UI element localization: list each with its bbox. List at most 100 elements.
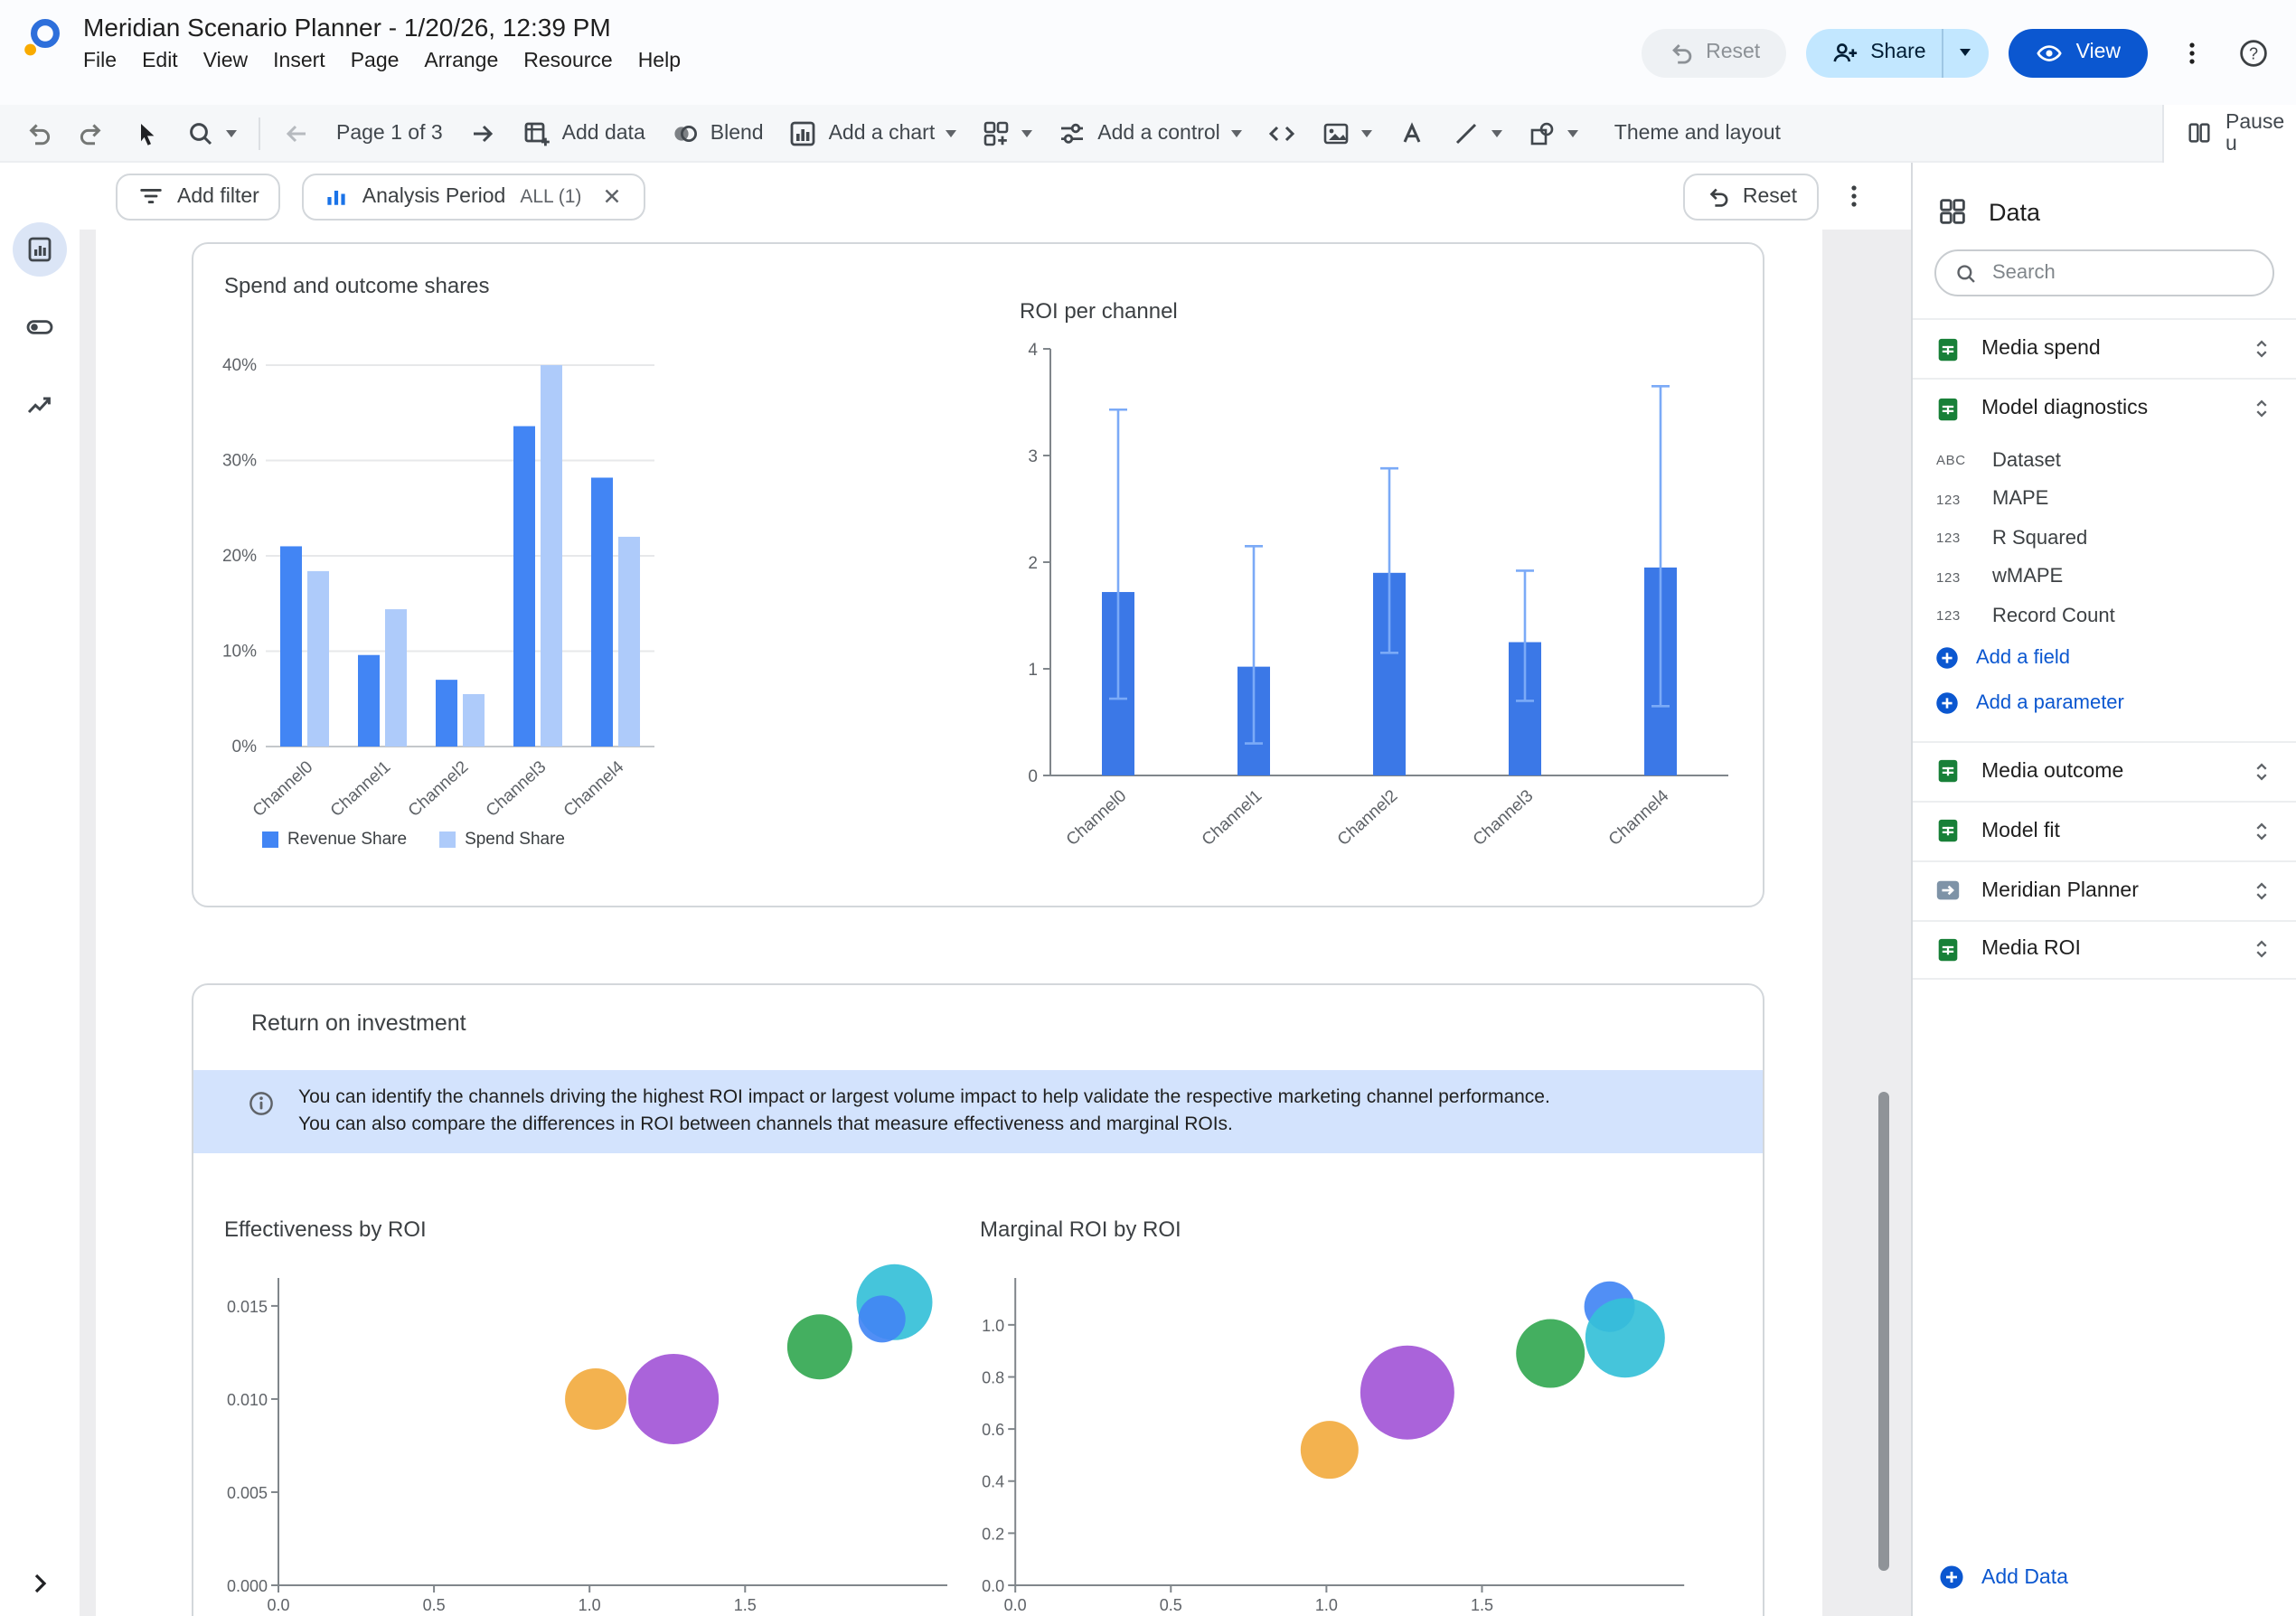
unfold-icon[interactable] [2249, 818, 2274, 843]
rail-report-button[interactable] [13, 222, 67, 277]
insert-shape-button[interactable] [1515, 109, 1591, 156]
spend-outcome-shares-chart[interactable]: Spend and outcome shares 0% 10% 20% 30% 40% C… [215, 273, 730, 850]
menu-arrange[interactable]: Arrange [424, 51, 499, 72]
field-record-count[interactable]: 123 Record Count [1913, 597, 2296, 635]
field-type-badge: 123 [1936, 491, 1961, 508]
datasource-media-outcome[interactable]: Media outcome [1913, 740, 2296, 800]
previous-page-button[interactable] [269, 109, 324, 156]
insert-image-button[interactable] [1309, 109, 1385, 156]
datasource-media-spend[interactable]: Media spend [1913, 318, 2296, 378]
help-button[interactable]: ? [2235, 34, 2271, 70]
insert-text-button[interactable] [1385, 109, 1439, 156]
line-icon [1455, 122, 1476, 144]
magnifier-icon [190, 122, 212, 145]
field-label: wMAPE [1992, 566, 2064, 588]
arrow-right-icon [473, 124, 493, 142]
unfold-icon[interactable] [2249, 878, 2274, 903]
info-banner[interactable]: You can identify the channels driving th… [193, 1070, 1763, 1154]
reset-button[interactable]: Reset [1641, 28, 1786, 77]
unfold-icon[interactable] [2249, 758, 2274, 784]
blend-button[interactable]: Blend [658, 109, 776, 156]
pause-updates-button[interactable]: Pause u [2162, 104, 2296, 162]
page-indicator-label: Page 1 of 3 [336, 122, 443, 144]
add-parameter-button[interactable]: Add a parameter [1913, 681, 2296, 726]
vertical-scrollbar[interactable] [1878, 1092, 1889, 1571]
field-r-squared[interactable]: 123 R Squared [1913, 519, 2296, 558]
unfold-icon[interactable] [2249, 336, 2274, 362]
svg-text:40%: 40% [222, 356, 257, 375]
view-button[interactable]: View [2009, 28, 2148, 77]
menu-insert[interactable]: Insert [273, 51, 325, 72]
roi-per-channel-chart[interactable]: ROI per channel 0 1 2 3 4 Channel0 Channel1 Cha… [1011, 298, 1748, 855]
chevron-down-icon [1360, 129, 1372, 136]
reset-label: Reset [1706, 42, 1761, 63]
add-data-button-bottom[interactable]: Add Data [1913, 1542, 2296, 1616]
undo-icon [1671, 43, 1691, 63]
marginal-roi-by-roi-chart[interactable]: Marginal ROI by ROI 0.0 0.2 0.4 0.6 0.8 1.0 0.… [971, 1217, 1709, 1616]
undo-button[interactable] [11, 109, 65, 156]
legend-item: Revenue Share [262, 830, 407, 850]
analysis-period-filter-chip[interactable]: Analysis Period ALL (1) [302, 173, 645, 220]
rail-controls-button[interactable] [13, 300, 67, 354]
add-chart-button[interactable]: Add a chart [776, 109, 970, 156]
add-chart-icon [791, 120, 815, 146]
more-options-button[interactable] [2168, 29, 2215, 76]
data-search-input[interactable] [1992, 262, 2254, 284]
add-field-button[interactable]: Add a field [1913, 635, 2296, 681]
menu-page[interactable]: Page [350, 51, 400, 72]
remove-filter-button[interactable] [599, 184, 623, 208]
sheets-icon [1934, 757, 1962, 785]
unfold-icon[interactable] [2249, 936, 2274, 962]
toolbar-divider [259, 117, 260, 149]
document-title[interactable]: Meridian Scenario Planner - 1/20/26, 12:… [83, 13, 611, 42]
legend-swatch [439, 831, 456, 848]
menu-resource[interactable]: Resource [523, 51, 613, 72]
field-dataset[interactable]: ABC Dataset [1913, 441, 2296, 480]
rail-trends-button[interactable] [13, 378, 67, 432]
cursor-icon [141, 123, 155, 145]
zoom-tool-button[interactable] [174, 109, 249, 156]
add-control-button[interactable]: Add a control [1045, 109, 1255, 156]
svg-text:3: 3 [1028, 447, 1038, 466]
community-visualizations-button[interactable] [969, 109, 1045, 156]
redo-button[interactable] [65, 109, 119, 156]
select-tool-button[interactable] [119, 109, 174, 156]
next-page-button[interactable] [456, 109, 510, 156]
charts-card-top: Spend and outcome shares 0% 10% 20% 30% 40% C… [192, 242, 1764, 907]
insert-line-button[interactable] [1439, 109, 1515, 156]
looker-studio-logo[interactable] [18, 0, 83, 105]
menu-file[interactable]: File [83, 51, 118, 72]
field-label: Dataset [1992, 449, 2061, 472]
data-panel-header: Data [1913, 163, 2296, 249]
datasource-model-fit[interactable]: Model fit [1913, 800, 2296, 860]
share-menu-button[interactable] [1942, 28, 1990, 77]
menu-edit[interactable]: Edit [142, 51, 178, 72]
looker-logo-icon [24, 19, 60, 56]
svg-text:0.015: 0.015 [227, 1298, 268, 1316]
add-data-button[interactable]: Add data [510, 109, 658, 156]
menu-help[interactable]: Help [637, 51, 681, 72]
embed-code-button[interactable] [1255, 109, 1309, 156]
unfold-icon[interactable] [2249, 396, 2274, 421]
main-area: Add filter Analysis Period ALL (1) Reset [0, 163, 2296, 1616]
menu-view[interactable]: View [202, 51, 249, 72]
datasource-media-roi[interactable]: Media ROI [1913, 919, 2296, 979]
filter-more-options-button[interactable] [1840, 183, 1868, 210]
svg-text:20%: 20% [222, 547, 257, 566]
field-mape[interactable]: 123 MAPE [1913, 480, 2296, 519]
expand-rail-button[interactable] [0, 1569, 80, 1598]
filter-reset-button[interactable]: Reset [1682, 173, 1819, 220]
plus-circle-icon [1934, 645, 1960, 671]
theme-layout-button[interactable]: Theme and layout [1602, 109, 1793, 156]
share-button[interactable]: Share [1805, 28, 1990, 77]
datasource-label: Media ROI [1981, 938, 2081, 960]
datasource-model-diagnostics[interactable]: Model diagnostics [1913, 378, 2296, 437]
datasource-meridian-planner[interactable]: Meridian Planner [1913, 860, 2296, 919]
field-wmape[interactable]: 123 wMAPE [1913, 558, 2296, 597]
svg-text:0.0: 0.0 [982, 1577, 1004, 1595]
page-indicator[interactable]: Page 1 of 3 [324, 109, 456, 156]
effectiveness-by-roi-chart[interactable]: Effectiveness by ROI 0.000 0.005 0.010 0.01… [215, 1217, 973, 1616]
share-main-button[interactable]: Share [1805, 28, 1942, 77]
data-search[interactable] [1934, 249, 2274, 296]
add-filter-button[interactable]: Add filter [116, 173, 281, 220]
